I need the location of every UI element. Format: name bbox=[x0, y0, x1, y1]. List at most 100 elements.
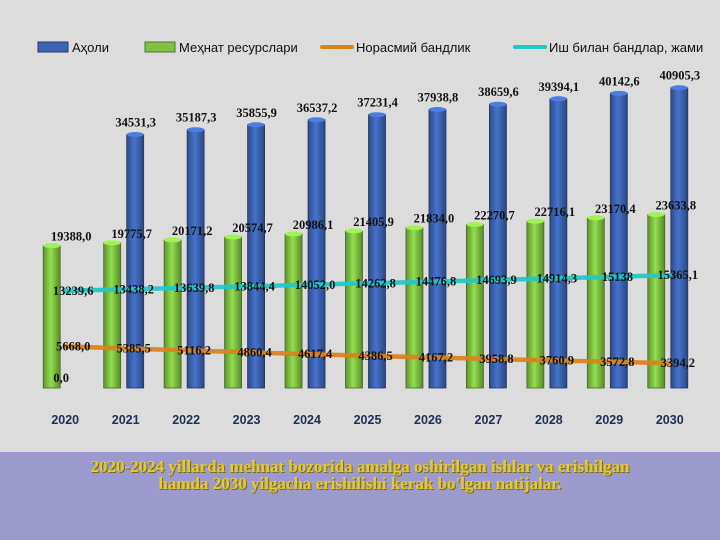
bar-top-0-2027 bbox=[489, 101, 507, 107]
legend-swatch-1 bbox=[144, 41, 176, 53]
bar-top-0-2024 bbox=[308, 117, 326, 123]
bar-top-1-2027 bbox=[466, 222, 484, 228]
label-s1-2030: 23633,8 bbox=[655, 199, 696, 213]
label-s1-2024: 20986,1 bbox=[293, 218, 334, 232]
bar-top-1-2021 bbox=[103, 240, 121, 246]
data-labels: 0,0 19388,0 13239,6 5668,0 34531,3 19775,7 134… bbox=[51, 69, 700, 385]
bar-1-2020 bbox=[42, 245, 61, 389]
label-s1-2028: 22716,1 bbox=[535, 205, 576, 219]
label-s3-2030: 15365,1 bbox=[657, 268, 698, 282]
label-s2-2028: 3760,9 bbox=[540, 353, 574, 367]
label-s1-2026: 21834,0 bbox=[414, 212, 455, 226]
line-series-2 bbox=[62, 344, 673, 366]
label-s3-2020: 13239,6 bbox=[53, 284, 94, 298]
label-s1-2020: 19388,0 bbox=[51, 230, 92, 244]
bar-0-2025 bbox=[368, 114, 386, 389]
label-s1-2025: 21405,9 bbox=[353, 215, 394, 229]
bar-1-2024 bbox=[284, 233, 303, 389]
label-s0-2022: 35187,3 bbox=[176, 111, 217, 125]
label-s1-2027: 22270,7 bbox=[474, 209, 515, 223]
label-s0-2023: 35855,9 bbox=[236, 106, 277, 120]
label-s2-2022: 5116,2 bbox=[177, 343, 211, 357]
bar-top-0-2030 bbox=[670, 85, 688, 91]
label-s3-2022: 13639,8 bbox=[174, 281, 215, 295]
label-s0-2020: 0,0 bbox=[53, 371, 69, 385]
caption-text: 2020-2024 yillarda mehnat bozorida amalg… bbox=[90, 457, 630, 493]
bar-top-1-2028 bbox=[526, 218, 544, 224]
legend-label-1: Меҳнат ресурслари bbox=[179, 40, 298, 55]
label-s2-2026: 4167,2 bbox=[419, 350, 453, 364]
tick-2030: 2030 bbox=[656, 413, 684, 427]
label-s3-2027: 14693,9 bbox=[476, 273, 517, 287]
label-s3-2029: 15138 bbox=[602, 270, 633, 284]
label-s2-2027: 3958,8 bbox=[479, 352, 513, 366]
tick-2023: 2023 bbox=[233, 413, 261, 427]
label-s0-2025: 37231,4 bbox=[357, 96, 398, 110]
bar-1-2021 bbox=[103, 242, 122, 389]
tick-2029: 2029 bbox=[595, 413, 623, 427]
tick-2022: 2022 bbox=[172, 413, 200, 427]
legend-label-0: Аҳоли bbox=[72, 40, 109, 55]
x-axis-ticks: 2020 2021 2022 2023 2024 2025 2026 2027 2028 2029… bbox=[51, 413, 683, 427]
legend-label-2: Норасмий бандлик bbox=[356, 40, 471, 55]
label-s0-2021: 34531,3 bbox=[115, 116, 156, 130]
label-s2-2024: 4617,4 bbox=[298, 347, 333, 361]
bar-1-2022 bbox=[163, 239, 182, 389]
line-series-3 bbox=[62, 272, 673, 294]
label-s1-2029: 23170,4 bbox=[595, 202, 636, 216]
bar-top-1-2030 bbox=[647, 212, 665, 218]
tick-2025: 2025 bbox=[354, 413, 382, 427]
label-s1-2022: 20171,2 bbox=[172, 224, 213, 238]
tick-2020: 2020 bbox=[51, 413, 79, 427]
label-s2-2021: 5385,5 bbox=[116, 341, 150, 355]
bar-0-2028 bbox=[549, 98, 568, 389]
legend: Аҳоли Меҳнат ресурслари Норасмий бандлик Иш… bbox=[37, 40, 703, 55]
bar-0-2026 bbox=[428, 109, 447, 389]
bar-top-0-2029 bbox=[610, 90, 628, 96]
label-s3-2025: 14262,8 bbox=[355, 276, 396, 290]
tick-2021: 2021 bbox=[112, 413, 140, 427]
label-s0-2027: 38659,6 bbox=[478, 85, 519, 99]
bar-0-2030 bbox=[670, 87, 689, 389]
label-s2-2029: 3572,8 bbox=[600, 355, 634, 369]
label-s0-2028: 39394,1 bbox=[539, 80, 580, 94]
bar-1-2025 bbox=[345, 230, 363, 389]
label-s3-2023: 13844,4 bbox=[234, 279, 275, 293]
label-s2-2025: 4386,5 bbox=[358, 349, 392, 363]
chart-area: Аҳоли Меҳнат ресурслари Норасмий бандлик Иш… bbox=[0, 0, 720, 452]
caption-panel: 2020-2024 yillarda mehnat bozorida amalg… bbox=[0, 452, 720, 540]
label-s2-2030: 3394,2 bbox=[661, 356, 695, 370]
legend-label-3: Иш билан бандлар, жами bbox=[549, 40, 703, 55]
tick-2027: 2027 bbox=[475, 413, 503, 427]
label-s3-2021: 13438,2 bbox=[113, 282, 154, 296]
label-s0-2030: 40905,3 bbox=[659, 69, 700, 83]
bar-top-1-2020 bbox=[43, 243, 61, 249]
bar-top-1-2026 bbox=[405, 225, 423, 231]
label-s3-2026: 14476,8 bbox=[416, 275, 457, 289]
label-s1-2021: 19775,7 bbox=[111, 227, 152, 241]
legend-swatch-0 bbox=[37, 41, 69, 53]
bar-top-1-2022 bbox=[164, 237, 182, 243]
bar-top-0-2022 bbox=[187, 127, 205, 133]
label-s2-2020: 5668,0 bbox=[56, 339, 90, 353]
bar-top-0-2023 bbox=[247, 122, 265, 128]
label-s2-2023: 4860,4 bbox=[237, 345, 272, 359]
label-s3-2028: 14914,3 bbox=[537, 272, 578, 286]
label-s0-2026: 37938,8 bbox=[418, 90, 459, 104]
label-s0-2029: 40142,6 bbox=[599, 74, 640, 88]
bar-top-0-2025 bbox=[368, 112, 386, 118]
chart-svg: Аҳоли Меҳнат ресурслари Норасмий бандлик Иш… bbox=[37, 40, 703, 427]
tick-2028: 2028 bbox=[535, 413, 563, 427]
bar-top-0-2026 bbox=[428, 106, 446, 112]
tick-2024: 2024 bbox=[293, 413, 321, 427]
bar-top-1-2025 bbox=[345, 228, 363, 234]
bar-top-1-2029 bbox=[587, 215, 605, 221]
bar-top-0-2021 bbox=[126, 132, 144, 138]
lines bbox=[62, 272, 673, 366]
bar-top-0-2028 bbox=[549, 96, 567, 102]
bar-top-1-2023 bbox=[224, 234, 242, 240]
bar-top-1-2024 bbox=[285, 231, 303, 237]
bar-0-2027 bbox=[489, 103, 507, 389]
tick-2026: 2026 bbox=[414, 413, 442, 427]
bar-1-2023 bbox=[224, 236, 242, 389]
